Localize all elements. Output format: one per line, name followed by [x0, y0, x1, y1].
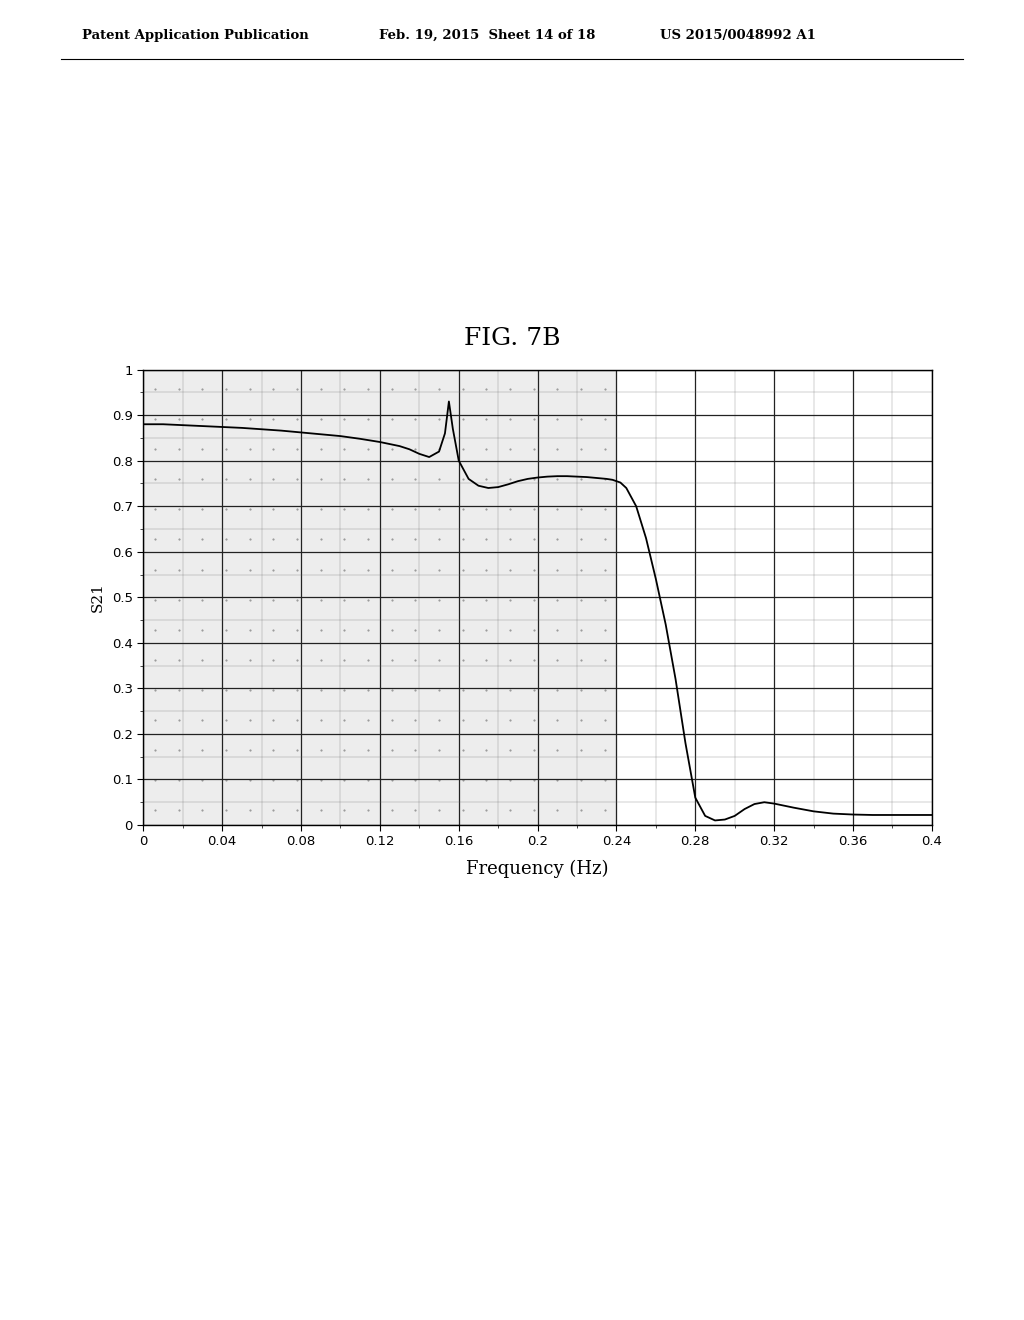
- Text: US 2015/0048992 A1: US 2015/0048992 A1: [660, 29, 816, 42]
- Text: FIG. 7B: FIG. 7B: [464, 327, 560, 350]
- Y-axis label: S21: S21: [91, 582, 105, 612]
- Text: Feb. 19, 2015  Sheet 14 of 18: Feb. 19, 2015 Sheet 14 of 18: [379, 29, 595, 42]
- X-axis label: Frequency (Hz): Frequency (Hz): [466, 859, 609, 878]
- Text: Patent Application Publication: Patent Application Publication: [82, 29, 308, 42]
